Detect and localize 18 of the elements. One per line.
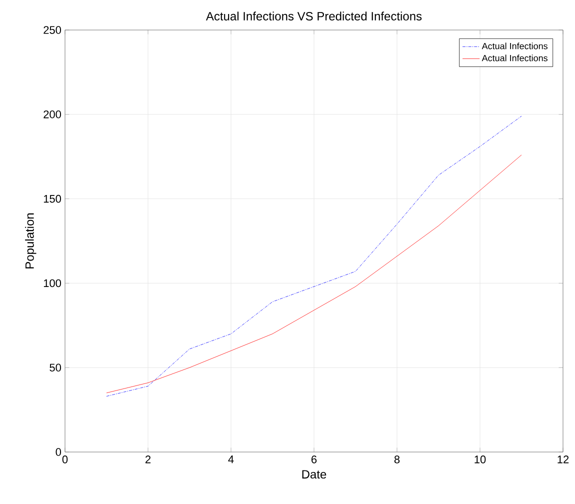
y-tick-label: 50 xyxy=(50,364,62,372)
x-tick-label: 0 xyxy=(62,456,68,464)
x-tick-label: 4 xyxy=(228,456,234,464)
x-tick-label: 2 xyxy=(145,456,151,464)
x-tick-label: 8 xyxy=(394,456,400,464)
y-tick-label: 200 xyxy=(44,110,62,118)
legend-label: Actual Infections xyxy=(482,42,548,50)
chart-title: Actual Infections VS Predicted Infections xyxy=(206,12,422,20)
y-tick-label: 100 xyxy=(44,279,62,288)
x-axis-title: Date xyxy=(302,470,326,479)
y-tick-label: 250 xyxy=(44,26,62,34)
x-tick-label: 6 xyxy=(312,456,317,464)
x-tick-label: 10 xyxy=(474,456,486,464)
legend-label: Actual Infections xyxy=(482,54,548,62)
y-tick-label: 150 xyxy=(44,194,62,203)
y-tick-label: 0 xyxy=(56,448,62,456)
y-axis-title: Population xyxy=(25,213,36,268)
x-tick-label: 12 xyxy=(558,456,569,464)
